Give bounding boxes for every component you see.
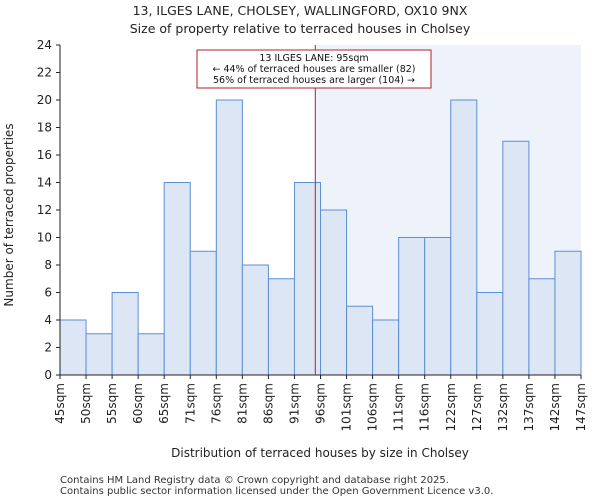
x-tick-label: 71sqm xyxy=(183,383,197,424)
footer-line-1: Contains HM Land Registry data © Crown c… xyxy=(60,475,449,486)
x-tick-label: 86sqm xyxy=(261,383,275,424)
bar-106sqm xyxy=(372,319,400,376)
y-tick-label: 8 xyxy=(44,258,52,272)
bar-76sqm xyxy=(215,99,243,376)
x-tick-label: 111sqm xyxy=(392,383,406,431)
bar-45sqm xyxy=(59,319,87,376)
x-tick-label: 101sqm xyxy=(340,383,354,431)
bar-91sqm xyxy=(293,182,322,376)
chart-title: 13, ILGES LANE, CHOLSEY, WALLINGFORD, OX… xyxy=(133,3,468,18)
bar-65sqm xyxy=(163,182,191,376)
x-tick-label: 60sqm xyxy=(131,383,145,424)
x-tick-label: 76sqm xyxy=(209,383,223,424)
bar-96sqm xyxy=(320,209,348,376)
y-tick-label: 2 xyxy=(44,341,52,355)
bar-55sqm xyxy=(111,292,139,376)
annotation-line-3: 56% of terraced houses are larger (104) … xyxy=(213,75,415,86)
x-tick-label: 116sqm xyxy=(418,383,432,431)
bar-50sqm xyxy=(85,333,113,376)
y-tick-label: 4 xyxy=(44,313,52,327)
bar-142sqm xyxy=(554,250,582,376)
y-axis-label: Number of terraced properties xyxy=(2,123,16,306)
chart-subtitle: Size of property relative to terraced ho… xyxy=(130,21,471,36)
x-tick-label: 132sqm xyxy=(496,383,510,431)
y-tick-label: 22 xyxy=(37,66,52,80)
annotation-box xyxy=(196,49,432,89)
x-tick-label: 137sqm xyxy=(522,383,536,431)
x-tick-label: 55sqm xyxy=(105,383,119,424)
x-tick-label: 142sqm xyxy=(548,383,562,431)
x-tick-label: 127sqm xyxy=(470,383,484,431)
bar-101sqm xyxy=(346,305,374,376)
x-tick-label: 50sqm xyxy=(79,383,93,424)
bar-111sqm xyxy=(398,237,426,376)
y-tick-label: 12 xyxy=(37,203,52,217)
x-tick-label: 81sqm xyxy=(235,383,249,424)
y-tick-label: 24 xyxy=(37,38,52,52)
bar-132sqm xyxy=(502,140,530,376)
y-tick-label: 14 xyxy=(37,176,52,190)
x-tick-label: 122sqm xyxy=(444,383,458,431)
x-tick-label: 65sqm xyxy=(157,383,171,424)
y-tick-label: 16 xyxy=(37,148,52,162)
footer-line-2: Contains public sector information licen… xyxy=(60,486,493,497)
bar-86sqm xyxy=(267,278,295,376)
bar-122sqm xyxy=(450,99,478,376)
y-tick-label: 20 xyxy=(37,93,52,107)
bar-81sqm xyxy=(241,264,269,376)
y-tick-label: 0 xyxy=(44,368,52,382)
x-tick-label: 147sqm xyxy=(574,383,588,431)
bar-127sqm xyxy=(476,292,504,376)
x-tick-label: 96sqm xyxy=(314,383,328,424)
annotation-line-1: 13 ILGES LANE: 95sqm xyxy=(259,53,368,64)
y-tick-label: 18 xyxy=(37,121,52,135)
x-axis-label: Distribution of terraced houses by size … xyxy=(171,446,469,460)
annotation-line-2: ← 44% of terraced houses are smaller (82… xyxy=(212,64,415,75)
bar-60sqm xyxy=(137,333,165,376)
x-tick-label: 106sqm xyxy=(366,383,380,431)
x-tick-label: 91sqm xyxy=(287,383,301,424)
bar-137sqm xyxy=(528,278,556,376)
bar-71sqm xyxy=(189,250,217,376)
y-tick-label: 10 xyxy=(37,231,52,245)
y-tick-label: 6 xyxy=(44,286,52,300)
x-tick-label: 45sqm xyxy=(53,383,67,424)
bar-116sqm xyxy=(424,237,452,376)
